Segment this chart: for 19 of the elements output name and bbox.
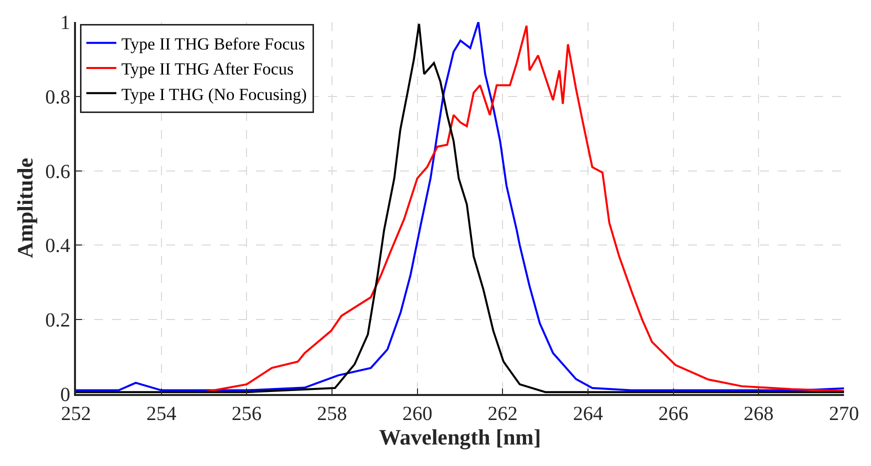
x-tick-label: 264 (573, 402, 603, 425)
y-tick-label: 1 (60, 12, 70, 34)
x-axis-title: Wavelength [nm] (379, 424, 541, 450)
y-tick-label: 0.4 (45, 235, 70, 258)
x-tick-label: 260 (402, 402, 432, 425)
y-tick-label: 0.8 (45, 86, 70, 108)
x-tick-label: 262 (488, 402, 518, 425)
y-axis-title: Amplitude (12, 158, 38, 258)
x-tick-label: 266 (658, 402, 688, 425)
legend-label: Type I THG (No Focusing) (121, 84, 307, 104)
x-tick-label: 254 (146, 402, 176, 425)
x-tick-label: 258 (317, 402, 347, 425)
x-tick-label: 268 (744, 402, 774, 425)
y-tick-label: 0.6 (45, 160, 70, 183)
x-tick-label: 256 (232, 402, 262, 425)
legend-label: Type II THG Before Focus (121, 34, 305, 54)
legend-label: Type II THG After Focus (121, 60, 294, 79)
x-tick-label: 270 (829, 402, 859, 425)
y-tick-label: 0.2 (45, 310, 70, 332)
